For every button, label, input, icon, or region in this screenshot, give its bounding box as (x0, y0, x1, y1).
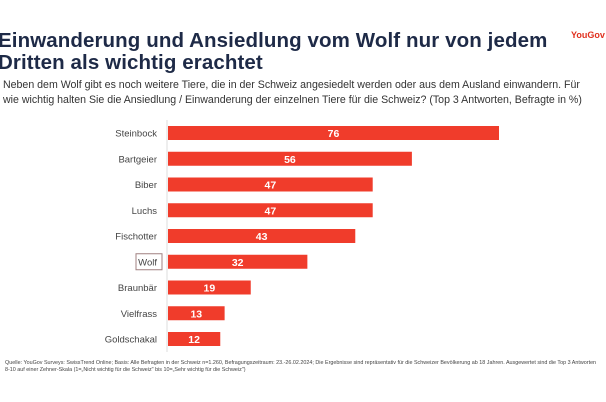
data-label: 13 (190, 308, 202, 320)
page-title: Einwanderung und Ansiedlung vom Wolf nur… (0, 29, 548, 74)
chart-subtitle: Neben dem Wolf gibt es noch weitere Tier… (3, 79, 582, 106)
category-label: Steinbock (115, 129, 157, 140)
data-label: 47 (265, 205, 277, 217)
highlight-box (135, 253, 163, 271)
data-label: 12 (188, 334, 200, 346)
category-label: Goldschakal (105, 335, 157, 346)
bar (168, 126, 499, 140)
bar (168, 151, 412, 166)
data-label: 56 (284, 154, 296, 166)
bar (168, 306, 225, 321)
category-label: Wolf (138, 257, 157, 268)
data-label: 19 (204, 283, 216, 295)
data-label: 32 (232, 257, 244, 269)
category-label: Vielfrass (121, 309, 158, 320)
category-label: Braunbär (118, 283, 157, 294)
bar (168, 254, 308, 269)
category-label: Biber (135, 180, 157, 191)
data-label: 47 (265, 180, 277, 192)
category-label: Luchs (132, 206, 158, 217)
bar (168, 229, 356, 243)
data-label: 43 (256, 231, 268, 243)
bar (168, 177, 373, 192)
data-label: 76 (328, 128, 340, 140)
yougov-logo: YouGov (571, 30, 605, 40)
source-note: Quelle: YouGov Surveys: SwissTrend Onlin… (5, 360, 597, 373)
category-label: Fischotter (115, 232, 157, 243)
bar (168, 280, 251, 295)
category-label: Bartgeier (118, 154, 157, 165)
bar (168, 332, 221, 346)
bar (168, 203, 373, 218)
